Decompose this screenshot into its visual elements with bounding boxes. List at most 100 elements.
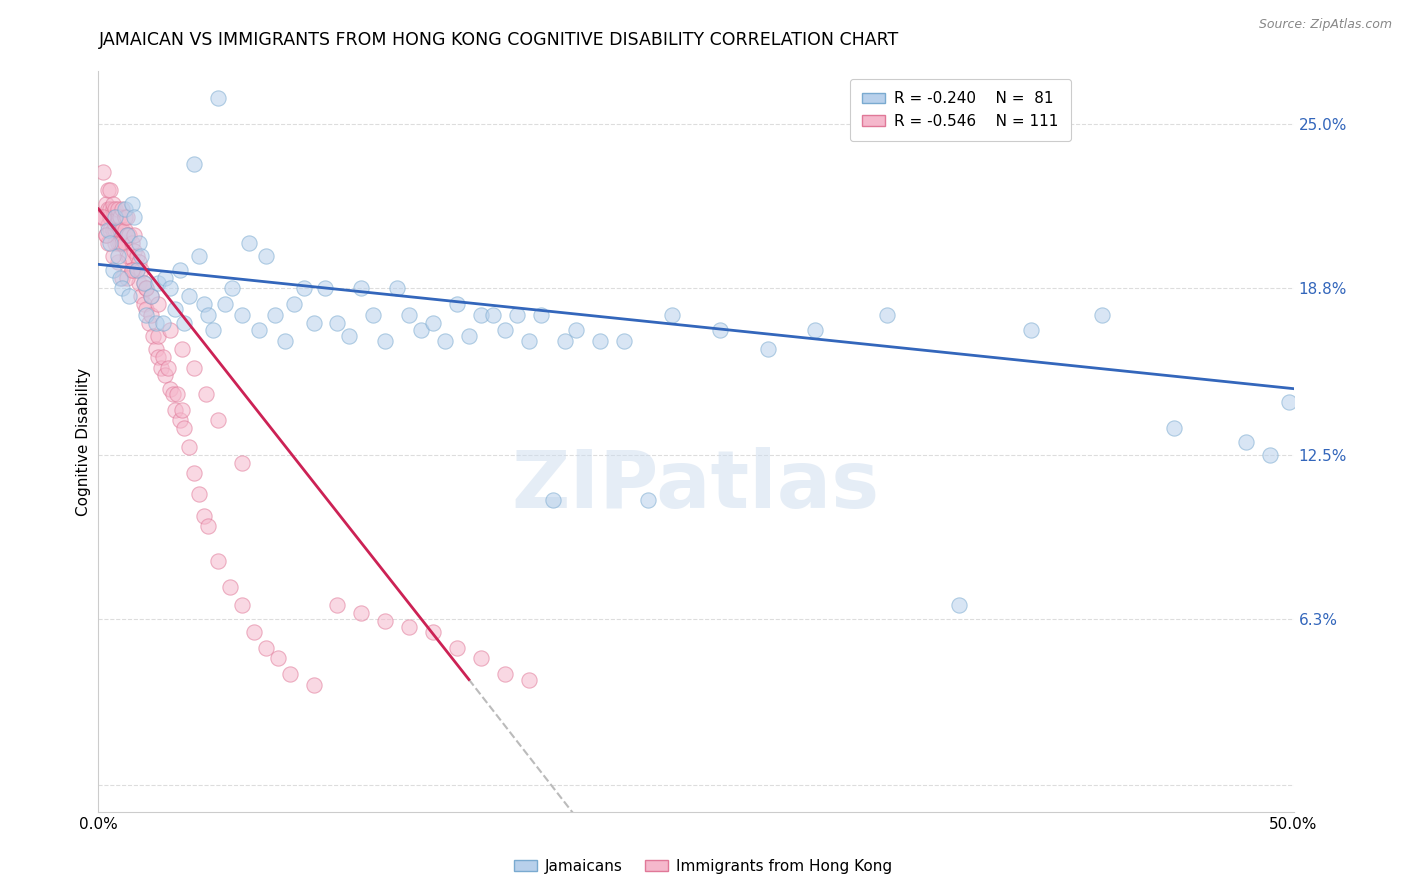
Point (91, 210, 114, 224)
Point (132, 276, 155, 290)
Point (173, 316, 195, 330)
Point (135, 308, 157, 322)
Text: ZIPatlas: ZIPatlas (512, 447, 880, 525)
Point (506, 308, 529, 322)
Point (111, 236, 134, 251)
Point (131, 289, 153, 303)
Point (114, 210, 136, 224)
Text: JAMAICAN VS IMMIGRANTS FROM HONG KONG COGNITIVE DISABILITY CORRELATION CHART: JAMAICAN VS IMMIGRANTS FROM HONG KONG CO… (98, 31, 898, 49)
Point (554, 334, 576, 348)
Point (149, 360, 172, 375)
Point (187, 250, 209, 264)
Point (1278, 395, 1301, 409)
Point (173, 421, 195, 435)
Point (193, 297, 215, 311)
Point (326, 316, 349, 330)
Point (231, 308, 253, 322)
Point (94, 196, 117, 211)
Point (111, 281, 134, 295)
Point (108, 223, 131, 237)
Point (121, 262, 143, 277)
Point (422, 316, 444, 330)
Point (97, 218, 120, 232)
Point (183, 157, 205, 171)
Point (163, 402, 186, 417)
Point (98, 236, 122, 251)
Point (169, 413, 191, 427)
Point (148, 328, 170, 343)
Point (278, 667, 301, 681)
Point (145, 316, 167, 330)
Text: Source: ZipAtlas.com: Source: ZipAtlas.com (1258, 18, 1392, 31)
Point (247, 324, 270, 338)
Point (1019, 324, 1042, 338)
Point (114, 223, 136, 237)
Point (97, 236, 120, 251)
Point (135, 302, 157, 317)
Point (128, 254, 150, 268)
Point (104, 223, 127, 237)
Point (661, 308, 683, 322)
Point (613, 334, 636, 348)
Point (637, 492, 659, 507)
Point (876, 308, 898, 322)
Point (156, 360, 179, 375)
Point (128, 276, 150, 290)
Point (274, 334, 297, 348)
Point (107, 210, 129, 224)
Point (231, 599, 253, 613)
Point (97, 223, 120, 237)
Point (124, 262, 146, 277)
Point (152, 350, 174, 364)
Point (804, 324, 827, 338)
Point (267, 651, 290, 665)
Point (125, 262, 148, 277)
Point (243, 624, 266, 639)
Point (446, 297, 468, 311)
Point (302, 678, 325, 692)
Point (98, 210, 122, 224)
Point (132, 276, 155, 290)
Point (195, 387, 218, 401)
Point (193, 508, 215, 523)
Point (98, 202, 122, 216)
Point (107, 223, 129, 237)
Point (124, 228, 146, 243)
Point (101, 202, 124, 216)
Point (238, 236, 260, 251)
Point (422, 624, 444, 639)
Point (374, 334, 396, 348)
Point (124, 244, 146, 259)
Point (111, 223, 134, 237)
Point (101, 262, 124, 277)
Point (339, 328, 361, 343)
Point (90, 210, 112, 224)
Point (214, 297, 236, 311)
Point (470, 308, 492, 322)
Point (128, 236, 150, 251)
Point (589, 334, 612, 348)
Point (152, 316, 174, 330)
Point (131, 250, 153, 264)
Point (107, 254, 129, 268)
Point (385, 281, 409, 295)
Point (115, 250, 138, 264)
Point (517, 334, 540, 348)
Point (125, 262, 148, 277)
Point (231, 456, 253, 470)
Point (709, 324, 731, 338)
Point (108, 236, 131, 251)
Point (145, 342, 167, 356)
Legend: R = -0.240    N =  81, R = -0.546    N = 111: R = -0.240 N = 81, R = -0.546 N = 111 (849, 79, 1071, 141)
Point (541, 492, 564, 507)
Point (118, 250, 141, 264)
Point (148, 350, 170, 364)
Point (434, 334, 457, 348)
Point (283, 297, 305, 311)
Point (121, 262, 143, 277)
Point (315, 281, 337, 295)
Point (302, 316, 325, 330)
Point (101, 196, 124, 211)
Point (398, 620, 420, 634)
Point (172, 402, 194, 417)
